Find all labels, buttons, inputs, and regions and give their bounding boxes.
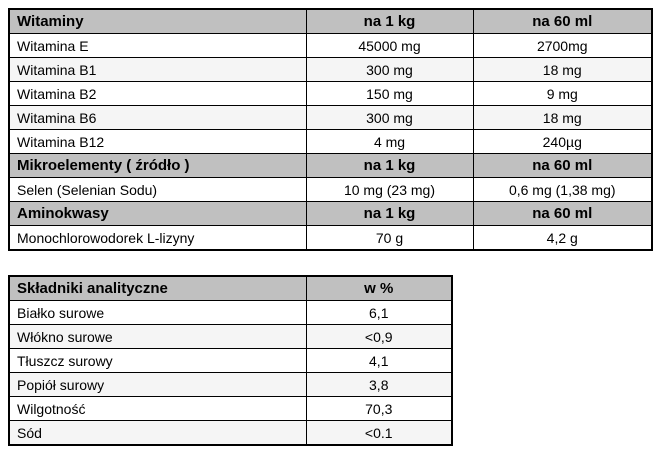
row-label: Witamina B12 [8,129,307,154]
col-header-per-kg: na 1 kg [305,153,474,178]
value-per-kg: 45000 mg [305,33,474,58]
section-header-analytic: Składniki analityczne w % [8,275,453,301]
value-per-kg: 300 mg [305,57,474,82]
table-row: Popiół surowy 3,8 [8,372,453,397]
section-title: Składniki analityczne [8,275,307,301]
section-title: Mikroelementy ( źródło ) [8,153,307,178]
table-row: Witamina B12 4 mg 240µg [8,129,653,154]
value-per-kg: 300 mg [305,105,474,130]
value-per-60ml: 18 mg [472,57,653,82]
value-per-60ml: 0,6 mg (1,38 mg) [472,177,653,202]
table-row: Witamina E 45000 mg 2700mg [8,33,653,58]
value-percent: 4,1 [305,348,453,373]
col-header-per-60ml: na 60 ml [472,201,653,226]
section-header-vitamins: Witaminy na 1 kg na 60 ml [8,8,653,34]
row-label: Witamina E [8,33,307,58]
analytic-components-table: Składniki analityczne w % Białko surowe … [8,275,453,446]
value-percent: 3,8 [305,372,453,397]
row-label: Selen (Selenian Sodu) [8,177,307,202]
table-row: Witamina B2 150 mg 9 mg [8,81,653,106]
section-header-microelements: Mikroelementy ( źródło ) na 1 kg na 60 m… [8,153,653,178]
section-header-aminoacids: Aminokwasy na 1 kg na 60 ml [8,201,653,226]
value-per-60ml: 18 mg [472,105,653,130]
row-label: Popiół surowy [8,372,307,397]
table-row: Wilgotność 70,3 [8,396,453,421]
value-per-kg: 150 mg [305,81,474,106]
row-label: Sód [8,420,307,446]
value-per-60ml: 4,2 g [472,225,653,251]
value-per-kg: 10 mg (23 mg) [305,177,474,202]
col-header-per-kg: na 1 kg [305,201,474,226]
value-percent: <0.1 [305,420,453,446]
row-label: Tłuszcz surowy [8,348,307,373]
col-header-per-kg: na 1 kg [305,8,474,34]
value-per-kg: 70 g [305,225,474,251]
col-header-per-60ml: na 60 ml [472,8,653,34]
value-percent: <0,9 [305,324,453,349]
value-per-60ml: 2700mg [472,33,653,58]
row-label: Włókno surowe [8,324,307,349]
row-label: Monochlorowodorek L-lizyny [8,225,307,251]
vitamins-table: Witaminy na 1 kg na 60 ml Witamina E 450… [8,8,653,251]
table-row: Witamina B1 300 mg 18 mg [8,57,653,82]
value-per-60ml: 240µg [472,129,653,154]
value-per-kg: 4 mg [305,129,474,154]
row-label: Witamina B6 [8,105,307,130]
value-percent: 6,1 [305,300,453,325]
row-label: Wilgotność [8,396,307,421]
table-row: Tłuszcz surowy 4,1 [8,348,453,373]
value-per-60ml: 9 mg [472,81,653,106]
table-row: Białko surowe 6,1 [8,300,453,325]
section-title: Witaminy [8,8,307,34]
table-row: Sód <0.1 [8,420,453,446]
table-row: Monochlorowodorek L-lizyny 70 g 4,2 g [8,225,653,251]
col-header-percent: w % [305,275,453,301]
table-row: Selen (Selenian Sodu) 10 mg (23 mg) 0,6 … [8,177,653,202]
row-label: Witamina B2 [8,81,307,106]
value-percent: 70,3 [305,396,453,421]
table-row: Witamina B6 300 mg 18 mg [8,105,653,130]
row-label: Białko surowe [8,300,307,325]
table-row: Włókno surowe <0,9 [8,324,453,349]
row-label: Witamina B1 [8,57,307,82]
section-title: Aminokwasy [8,201,307,226]
col-header-per-60ml: na 60 ml [472,153,653,178]
